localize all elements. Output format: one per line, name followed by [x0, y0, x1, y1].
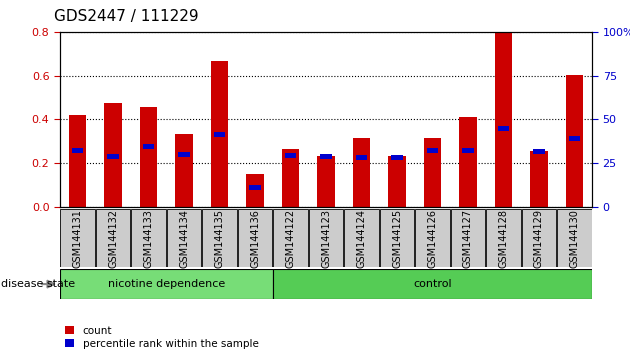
Text: GSM144132: GSM144132	[108, 209, 118, 268]
Bar	[495, 33, 512, 207]
Bar	[210, 62, 229, 207]
Text: GSM144122: GSM144122	[285, 209, 295, 268]
Text: GSM144126: GSM144126	[428, 209, 437, 268]
FancyBboxPatch shape	[238, 210, 272, 267]
Bar	[178, 152, 190, 157]
FancyBboxPatch shape	[450, 210, 485, 267]
Bar	[285, 153, 296, 158]
Bar	[143, 144, 154, 149]
Text: GSM144130: GSM144130	[570, 209, 580, 268]
Bar	[569, 136, 580, 141]
Bar	[533, 149, 545, 154]
Bar	[246, 174, 264, 207]
Text: GSM144131: GSM144131	[72, 209, 83, 268]
FancyBboxPatch shape	[380, 210, 415, 267]
FancyBboxPatch shape	[131, 210, 166, 267]
Bar	[530, 151, 548, 207]
Text: disease state: disease state	[1, 279, 75, 289]
FancyBboxPatch shape	[522, 210, 556, 267]
Text: GSM144123: GSM144123	[321, 209, 331, 268]
Text: GSM144133: GSM144133	[144, 209, 154, 268]
Bar	[249, 185, 261, 190]
FancyBboxPatch shape	[273, 210, 308, 267]
Bar	[107, 154, 119, 159]
FancyBboxPatch shape	[309, 210, 343, 267]
FancyBboxPatch shape	[557, 210, 592, 267]
Text: GSM144129: GSM144129	[534, 209, 544, 268]
Bar	[72, 148, 83, 153]
Bar	[462, 148, 474, 153]
Text: GSM144134: GSM144134	[179, 209, 189, 268]
Bar	[69, 115, 86, 207]
FancyBboxPatch shape	[486, 210, 521, 267]
FancyBboxPatch shape	[273, 269, 592, 299]
Bar	[566, 75, 583, 207]
Text: GSM144124: GSM144124	[357, 209, 367, 268]
FancyBboxPatch shape	[60, 210, 95, 267]
Text: GSM144135: GSM144135	[215, 209, 224, 268]
Bar	[423, 138, 442, 207]
Bar	[353, 138, 370, 207]
Bar	[391, 155, 403, 160]
Bar	[388, 156, 406, 207]
Bar	[104, 103, 122, 207]
Bar	[427, 148, 438, 153]
Bar	[317, 156, 335, 207]
FancyBboxPatch shape	[96, 210, 130, 267]
Bar	[498, 126, 509, 131]
Bar	[320, 154, 332, 159]
Legend: count, percentile rank within the sample: count, percentile rank within the sample	[65, 326, 259, 349]
Text: control: control	[413, 279, 452, 289]
FancyBboxPatch shape	[415, 210, 450, 267]
Bar	[282, 149, 299, 207]
FancyBboxPatch shape	[60, 269, 273, 299]
Bar	[140, 107, 158, 207]
FancyBboxPatch shape	[202, 210, 237, 267]
Bar	[175, 134, 193, 207]
Bar	[214, 132, 226, 137]
Text: GSM144128: GSM144128	[498, 209, 508, 268]
FancyBboxPatch shape	[344, 210, 379, 267]
Bar	[459, 117, 477, 207]
FancyBboxPatch shape	[167, 210, 202, 267]
Text: nicotine dependence: nicotine dependence	[108, 279, 225, 289]
Bar	[356, 155, 367, 160]
Text: GSM144127: GSM144127	[463, 209, 473, 268]
Text: GSM144136: GSM144136	[250, 209, 260, 268]
Text: GDS2447 / 111229: GDS2447 / 111229	[54, 9, 198, 24]
Text: GSM144125: GSM144125	[392, 209, 402, 268]
